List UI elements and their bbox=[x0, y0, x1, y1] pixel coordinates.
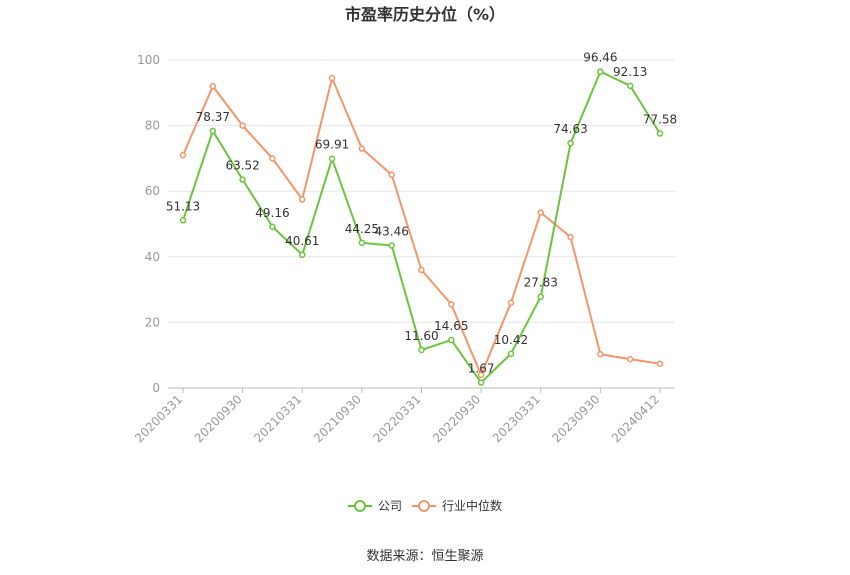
data-point bbox=[537, 293, 544, 300]
y-tick-label: 40 bbox=[145, 250, 160, 264]
legend: 公司 行业中位数 bbox=[348, 498, 502, 513]
data-point bbox=[299, 251, 306, 259]
x-tick-label: 20210331 bbox=[251, 392, 304, 445]
data-label: 11.60 bbox=[404, 329, 438, 343]
x-tick-label: 20220930 bbox=[430, 392, 483, 445]
data-point bbox=[358, 145, 366, 152]
data-label: 77.58 bbox=[643, 113, 677, 127]
data-point bbox=[209, 127, 217, 135]
data-point bbox=[209, 82, 217, 90]
y-tick-label: 80 bbox=[145, 119, 160, 133]
data-point bbox=[626, 82, 634, 90]
data-point bbox=[656, 360, 664, 367]
data-point bbox=[537, 209, 544, 216]
legend-marker bbox=[418, 500, 430, 512]
data-label: 78.37 bbox=[196, 110, 230, 124]
data-label: 14.65 bbox=[434, 319, 468, 333]
data-point bbox=[299, 196, 306, 203]
data-point bbox=[358, 239, 366, 247]
data-label: 27.83 bbox=[524, 276, 558, 290]
data-label: 1.67 bbox=[468, 362, 495, 376]
data-label: 63.52 bbox=[225, 159, 259, 173]
data-label: 51.13 bbox=[166, 199, 200, 213]
data-label: 10.42 bbox=[494, 333, 528, 347]
data-label: 43.46 bbox=[375, 224, 409, 238]
x-tick-label: 20220331 bbox=[371, 392, 424, 445]
data-point bbox=[656, 130, 664, 137]
series-group: 51.13 78.37 63.52 49.16 40.61 69.91 44.2543.46… bbox=[166, 51, 677, 386]
data-point bbox=[448, 301, 455, 308]
data-label: 74.63 bbox=[553, 122, 587, 136]
y-tick-label: 100 bbox=[137, 53, 160, 67]
data-label: 69.91 bbox=[315, 138, 349, 152]
data-label: 96.46 bbox=[583, 51, 617, 65]
data-label: 92.13 bbox=[613, 65, 647, 79]
data-point bbox=[239, 122, 246, 129]
x-tick-label: 20230930 bbox=[549, 392, 602, 445]
data-point bbox=[388, 171, 395, 179]
data-point bbox=[269, 223, 276, 231]
x-tick-label: 20230331 bbox=[490, 392, 543, 445]
data-point bbox=[477, 371, 485, 379]
data-point bbox=[567, 139, 574, 147]
data-label: 49.16 bbox=[255, 206, 289, 220]
data-point bbox=[597, 68, 604, 75]
data-point bbox=[328, 74, 336, 82]
data-point bbox=[418, 266, 425, 274]
y-tick-label: 0 bbox=[152, 381, 160, 395]
x-tick-label: 20210930 bbox=[311, 392, 364, 445]
x-tick-label: 20200930 bbox=[192, 392, 245, 445]
data-point bbox=[269, 155, 276, 162]
data-point bbox=[179, 151, 187, 159]
x-tick-label: 20200331 bbox=[132, 392, 185, 445]
legend-item-industry-median[interactable]: 行业中位数 bbox=[412, 498, 502, 513]
legend-item-company[interactable]: 公司 bbox=[348, 499, 402, 513]
y-axis: 0 20 40 60 80 100 bbox=[137, 53, 160, 395]
y-tick-label: 60 bbox=[145, 184, 160, 198]
data-point bbox=[328, 155, 336, 162]
legend-label: 公司 bbox=[378, 499, 402, 513]
data-label: 40.61 bbox=[285, 234, 319, 248]
data-point bbox=[448, 336, 455, 344]
legend-label: 行业中位数 bbox=[442, 498, 502, 513]
series-company bbox=[179, 68, 664, 386]
data-point bbox=[597, 350, 604, 358]
chart-title: 市盈率历史分位（%） bbox=[345, 5, 505, 24]
data-point bbox=[239, 176, 246, 183]
data-point bbox=[507, 299, 515, 306]
x-tick-label: 20240412 bbox=[609, 392, 662, 445]
legend-marker bbox=[354, 500, 366, 512]
data-label: 44.25 bbox=[345, 222, 379, 236]
data-point bbox=[388, 242, 395, 249]
x-axis: 20200331 20200930 20210331 20210930 20220331… bbox=[132, 387, 675, 445]
grid bbox=[168, 59, 675, 323]
source-note: 数据来源：恒生聚源 bbox=[366, 549, 483, 564]
series-industry-median bbox=[179, 74, 664, 379]
data-point bbox=[507, 350, 515, 358]
data-point bbox=[567, 233, 574, 241]
data-point bbox=[477, 379, 485, 386]
data-point bbox=[418, 346, 425, 354]
data-point bbox=[626, 355, 634, 363]
data-point bbox=[179, 217, 187, 224]
y-tick-label: 20 bbox=[145, 315, 160, 329]
